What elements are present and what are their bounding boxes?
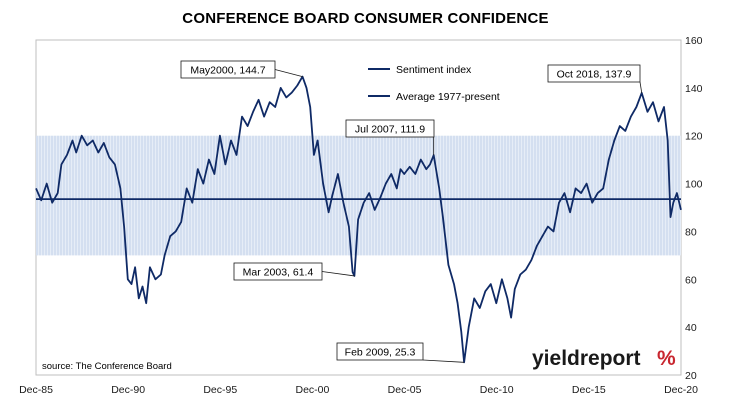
band	[36, 135, 681, 256]
x-tick-label: Dec-95	[203, 384, 237, 396]
annotation-leader	[274, 69, 303, 77]
x-tick-label: Dec-20	[664, 384, 698, 396]
annotation-leader	[639, 81, 643, 93]
annotation-label: Oct 2018, 137.9	[557, 69, 632, 81]
source-note: source: The Conference Board	[42, 361, 172, 372]
annotation-label: Feb 2009, 25.3	[345, 347, 416, 359]
x-tick-label: Dec-10	[480, 384, 514, 396]
annotation-leader	[422, 359, 465, 363]
x-tick-label: Dec-05	[388, 384, 422, 396]
annotation-leader	[321, 271, 355, 277]
x-tick-label: Dec-85	[19, 384, 53, 396]
chart-title: CONFERENCE BOARD CONSUMER CONFIDENCE	[182, 10, 549, 27]
annotation-label: Mar 2003, 61.4	[243, 267, 314, 279]
legend-label-sentiment: Sentiment index	[396, 64, 472, 76]
legend-label-average: Average 1977-present	[396, 91, 500, 103]
x-tick-label: Dec-90	[111, 384, 145, 396]
annotation-box	[180, 60, 276, 79]
annotation-box	[547, 64, 641, 83]
logo: yieldreport %	[532, 347, 676, 370]
y-tick-label: 60	[685, 274, 697, 286]
annotation-box	[233, 262, 323, 281]
y-tick-label: 160	[685, 35, 703, 47]
y-tick-label: 20	[685, 370, 697, 382]
y-tick-label: 80	[685, 226, 697, 238]
logo-percent-icon: %	[657, 347, 676, 370]
annotation-box	[336, 342, 424, 361]
annotation-box	[345, 119, 435, 138]
y-tick-label: 120	[685, 131, 703, 143]
x-tick-label: Dec-00	[295, 384, 329, 396]
y-tick-label: 140	[685, 83, 703, 95]
sentiment-line	[35, 75, 682, 364]
x-tick-label: Dec-15	[572, 384, 606, 396]
legend: Sentiment index Average 1977-present	[368, 64, 500, 103]
annotation-label: May2000, 144.7	[190, 65, 265, 77]
logo-text: yieldreport	[532, 347, 641, 370]
y-tick-label: 40	[685, 322, 697, 334]
annotation-label: Jul 2007, 111.9	[355, 124, 425, 136]
y-tick-label: 100	[685, 179, 703, 191]
